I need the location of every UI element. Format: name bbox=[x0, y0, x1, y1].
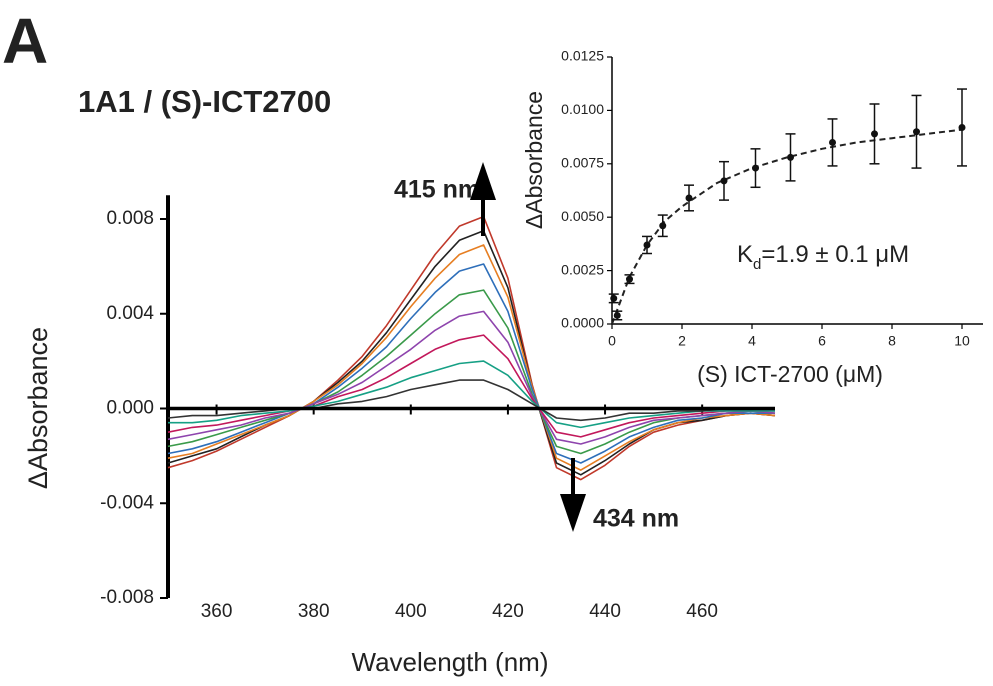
data-point bbox=[871, 130, 878, 138]
data-point bbox=[610, 294, 618, 302]
y-tick-label: 0.0100 bbox=[561, 101, 604, 117]
data-point bbox=[829, 138, 836, 146]
y-tick-label: 0.000 bbox=[106, 398, 154, 419]
kd-annotation: Kd=1.9 ± 0.1 μM bbox=[737, 241, 909, 273]
spectrum-line bbox=[167, 334, 775, 438]
panel-label: A bbox=[2, 5, 48, 77]
spectrum-line bbox=[168, 360, 775, 429]
x-tick-label: 4 bbox=[748, 333, 756, 349]
data-point bbox=[958, 123, 966, 131]
x-axis-label: Wavelength (nm) bbox=[352, 647, 549, 677]
data-point bbox=[787, 153, 794, 161]
x-tick-label: 6 bbox=[818, 333, 826, 349]
y-axis-label: ΔAbsorbance bbox=[23, 327, 53, 489]
data-point bbox=[685, 194, 693, 202]
arrow-head bbox=[560, 494, 586, 532]
spectrum-line bbox=[167, 289, 776, 455]
spectrum-line bbox=[167, 379, 775, 422]
x-tick-label: 8 bbox=[888, 333, 896, 349]
data-point bbox=[613, 311, 621, 319]
data-point bbox=[913, 128, 920, 136]
data-point bbox=[720, 177, 728, 185]
annotation: 434 nm bbox=[593, 505, 679, 533]
data-point bbox=[752, 164, 759, 172]
y-tick-label: 0.0075 bbox=[561, 155, 604, 171]
x-tick-label: 360 bbox=[201, 601, 233, 622]
spectrum-line bbox=[167, 244, 776, 471]
x-tick-label: 440 bbox=[589, 601, 621, 622]
data-point bbox=[659, 222, 667, 230]
x-tick-label: 0 bbox=[608, 333, 616, 349]
y-tick-label: -0.004 bbox=[100, 492, 154, 513]
y-tick-label: 0.0050 bbox=[561, 208, 604, 224]
x-tick-label: 460 bbox=[686, 601, 718, 622]
y-tick-label: 0.008 bbox=[106, 208, 154, 229]
spectrum-line bbox=[167, 263, 775, 464]
fit-curve bbox=[611, 128, 963, 325]
y-tick-label: -0.008 bbox=[100, 587, 154, 608]
kd-value: =1.9 ± 0.1 μM bbox=[761, 241, 909, 268]
spectrum-line bbox=[167, 310, 776, 445]
arrows bbox=[470, 162, 586, 532]
y-tick-label: 0.0000 bbox=[561, 315, 604, 331]
kd-symbol: K bbox=[737, 241, 753, 268]
data-point bbox=[626, 275, 633, 283]
y-tick-label: 0.0125 bbox=[561, 48, 604, 64]
x-tick-label: 10 bbox=[954, 333, 970, 349]
spectrum-line bbox=[167, 215, 776, 481]
x-tick-label: 2 bbox=[678, 333, 686, 349]
x-tick-label: 420 bbox=[492, 601, 524, 622]
annotation: 415 nm bbox=[394, 176, 480, 204]
inset-y-axis-label: ΔAbsorbance bbox=[521, 91, 547, 229]
data-point bbox=[643, 241, 651, 249]
x-tick-label: 400 bbox=[395, 601, 427, 622]
inset-x-axis-label: (S) ICT-2700 (μM) bbox=[697, 361, 883, 387]
arrow-head bbox=[470, 162, 496, 200]
y-tick-label: 0.0025 bbox=[561, 261, 604, 277]
y-tick-label: 0.004 bbox=[106, 303, 154, 324]
kd-subscript: d bbox=[753, 256, 761, 273]
chart-title: 1A1 / (S)-ICT2700 bbox=[78, 84, 331, 119]
x-tick-label: 380 bbox=[298, 601, 330, 622]
